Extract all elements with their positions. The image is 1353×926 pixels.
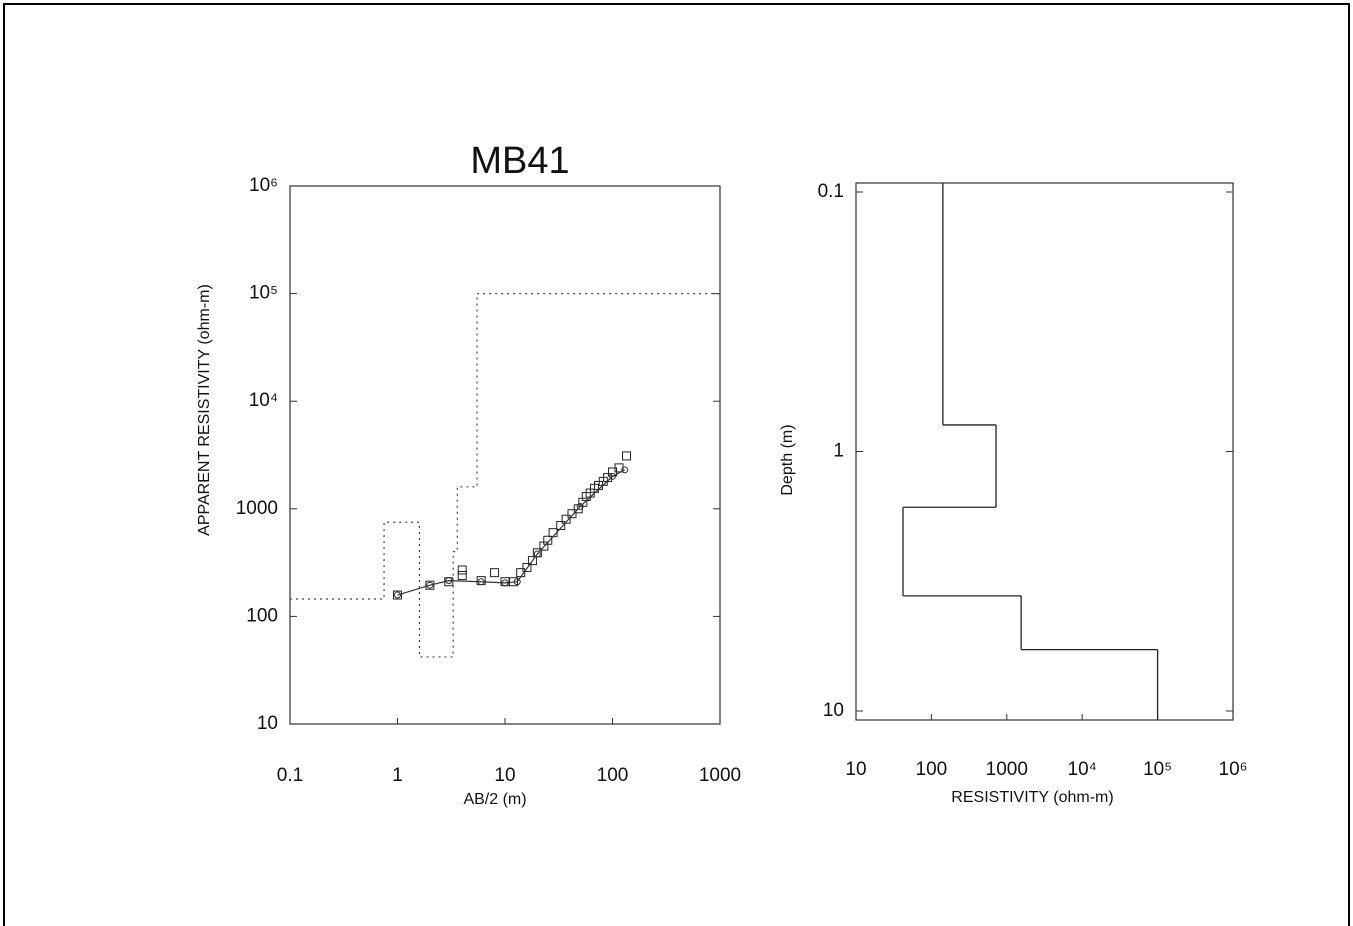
fit-point: [576, 503, 584, 511]
y-tick-label: 10⁶: [249, 175, 278, 196]
y-tick-label: 100: [246, 605, 278, 626]
data-point: [522, 562, 532, 572]
data-point: [556, 520, 566, 530]
data-point: [490, 568, 500, 578]
x-tick-label: 10⁴: [1068, 759, 1097, 780]
fit-point: [445, 577, 453, 585]
y-tick-label: 10⁴: [249, 390, 278, 411]
y-tick-label: 1: [833, 441, 844, 462]
data-point: [457, 570, 467, 580]
fit-line: [397, 469, 626, 596]
y-tick-label: 10⁵: [249, 283, 278, 304]
fit-point: [621, 466, 629, 474]
data-point: [425, 580, 435, 590]
y-axis-label: Depth (m): [779, 424, 796, 495]
chart-title: MB41: [470, 140, 569, 182]
fit-point: [394, 591, 401, 599]
x-tick-label: 1000: [986, 759, 1028, 780]
y-tick-label: 10: [823, 700, 844, 721]
fit-point: [477, 578, 485, 586]
x-axis-label: AB/2 (m): [463, 791, 526, 808]
y-tick-label: 10: [257, 713, 278, 734]
model-line: [290, 293, 720, 658]
fit-point: [501, 579, 509, 587]
x-tick-label: 10⁵: [1143, 759, 1172, 780]
data-point: [543, 535, 553, 545]
data-point: [527, 556, 537, 566]
x-tick-label: 10: [845, 759, 866, 780]
x-tick-label: 1: [392, 765, 403, 786]
y-tick-label: 0.1: [818, 181, 844, 202]
x-tick-label: 1000: [699, 765, 741, 786]
x-tick-label: 10⁶: [1219, 759, 1248, 780]
data-point: [622, 451, 632, 461]
fit-point: [533, 550, 541, 558]
x-axis-label: RESISTIVITY (ohm-m): [951, 789, 1113, 806]
layer-model: 10 100 1000 10⁴ 10⁵ 10⁶ 0.1 1 10 RESISTIVITY (ohm…: [779, 181, 1247, 806]
data-point: [567, 509, 577, 519]
data-point: [561, 514, 571, 524]
data-point: [393, 590, 402, 600]
x-tick-label: 100: [916, 759, 948, 780]
y-axis-label: APPARENT RESISTIVITY (ohm-m): [196, 284, 213, 536]
data-point: [457, 565, 467, 575]
x-tick-label: 10: [494, 765, 515, 786]
fit-point: [609, 472, 616, 480]
y-tick-label: 1000: [236, 498, 278, 519]
page-frame: [3, 3, 1350, 926]
x-tick-label: 0.1: [277, 765, 303, 786]
data-point: [614, 463, 624, 473]
x-tick-label: 100: [597, 765, 629, 786]
fit-point: [513, 578, 521, 586]
plot-frame: [289, 185, 721, 725]
fit-point: [426, 581, 434, 589]
plot-frame: [855, 182, 1234, 721]
sounding-curve: MB41 0.1 1 10 100 1000 10 100 1000 10⁴ 10⁵ 10⁶ AB/2 …: [196, 140, 741, 808]
